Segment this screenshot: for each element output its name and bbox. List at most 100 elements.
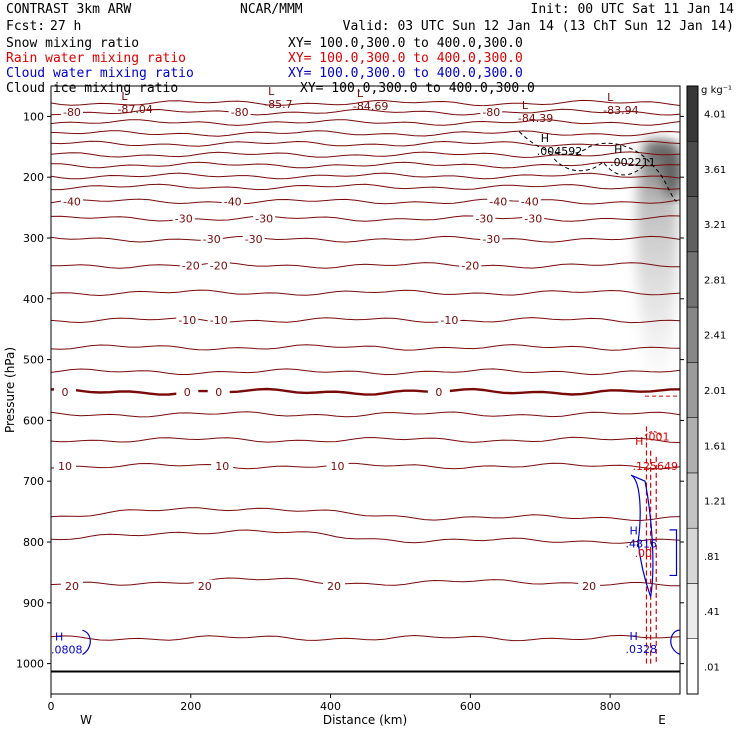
colorbar-frame	[686, 85, 699, 695]
temperature-contour	[51, 119, 680, 126]
temperature-contour	[51, 411, 680, 418]
contour-label-bg	[200, 233, 223, 246]
temperature-contour	[51, 130, 680, 137]
contour-label: -40	[63, 196, 81, 209]
y-tick-label: 900	[23, 597, 44, 610]
contour-label-bg	[326, 460, 349, 472]
temperature-contour	[51, 529, 680, 544]
contour-label: 20	[582, 580, 596, 593]
contour-label: -20	[210, 259, 228, 272]
contour-label-bg	[242, 233, 265, 246]
x-tick-label: 0	[48, 700, 55, 713]
cloud-ice-high-value: .002211	[610, 156, 656, 169]
x-tick-label: 400	[320, 700, 341, 713]
contour-label-bg	[176, 385, 199, 398]
colorbar-label: 1.61	[704, 441, 726, 452]
plot-frame	[50, 85, 681, 695]
cloud-water-label-value: .4816	[625, 538, 657, 551]
colorbar-swatch	[686, 583, 699, 639]
contour-label-bg	[53, 460, 76, 472]
contour-label: 0	[435, 386, 442, 399]
field-name-rain: Rain water mixing ratio	[6, 51, 186, 66]
contour-label: -10	[210, 314, 228, 327]
colorbar-label: .81	[704, 552, 720, 563]
temperature-low-symbol: L	[121, 90, 128, 103]
colorbar-units: g kg⁻¹	[701, 85, 732, 96]
org-label: NCAR/MMM	[240, 2, 303, 17]
y-tick-label: 600	[23, 414, 44, 427]
colorbar-label: .41	[704, 607, 720, 618]
contour-label: -30	[255, 213, 273, 226]
contour-label-bg	[207, 385, 230, 398]
contour-label-bg	[207, 259, 230, 272]
cloud-water-label-value: .0328	[625, 643, 657, 656]
temperature-contour	[51, 161, 680, 169]
temperature-contour	[51, 183, 680, 191]
rain-label-value: .125649	[632, 460, 678, 473]
fcst-label: Fcst:	[6, 19, 45, 34]
temperature-contour	[51, 151, 680, 158]
contour-label: -10	[178, 314, 196, 327]
temperature-contour	[51, 289, 680, 297]
temperature-low-symbol: L	[607, 91, 614, 104]
colorbar-label: .01	[704, 662, 720, 673]
contour-label: -80	[231, 106, 249, 119]
contour-label-bg	[518, 195, 541, 208]
temperature-low-value: -84.69	[353, 100, 388, 113]
cloud-water-label-symbol: H	[629, 630, 637, 643]
contour-label: 20	[65, 580, 79, 593]
cloud-water-contour	[82, 629, 91, 655]
rain-label-value: .001	[645, 431, 670, 444]
temperature-contour	[51, 634, 680, 642]
field-xy-cloud-water: XY= 100.0,300.0 to 400.0,300.0	[288, 66, 523, 81]
colorbar-swatch	[686, 472, 699, 529]
cloud-water-contour	[670, 629, 680, 656]
temperature-contour	[51, 368, 680, 376]
init-time: Init: 00 UTC Sat 11 Jan 14	[531, 2, 735, 17]
contour-label: -30	[524, 213, 542, 226]
temperature-contour	[51, 198, 680, 205]
contour-label: -40	[521, 196, 539, 209]
y-tick-label: 500	[23, 354, 44, 367]
temperature-low-symbol: L	[357, 87, 364, 100]
temperature-contour	[51, 215, 680, 222]
cloud-water-contour	[630, 474, 654, 597]
contour-label: 10	[215, 460, 229, 473]
contour-label-bg	[211, 460, 234, 472]
rain-label-symbol: H	[635, 435, 643, 448]
colorbar-label: 2.01	[704, 386, 726, 397]
y-tick-label: 800	[23, 536, 44, 549]
contour-label-bg	[480, 106, 503, 119]
contour-label-bg	[323, 579, 346, 592]
colorbar-label: 3.61	[704, 165, 726, 176]
cloud-water-label-symbol: H	[55, 631, 63, 644]
colorbar-label: 2.81	[704, 275, 726, 286]
contour-label: -10	[440, 314, 458, 327]
colorbar-swatch	[686, 196, 699, 253]
temperature-low-value: -84.39	[518, 112, 553, 125]
colorbar: .01 .41 .81 1.21 1.61 2.01 2.41 2.81 3.21 3.61 4.0…	[686, 85, 726, 695]
contour-label-bg	[193, 579, 216, 592]
cloud-ice-contour	[518, 131, 677, 202]
temperature-contour	[51, 577, 680, 587]
temperature-low-symbol: L	[522, 99, 529, 112]
cloud-water-contour	[669, 529, 678, 577]
temperature-contour	[51, 462, 680, 470]
colorbar-swatch	[686, 417, 699, 474]
contour-label: -30	[482, 233, 500, 246]
y-tick-label: 1000	[16, 658, 44, 671]
contour-label-bg	[522, 212, 545, 225]
y-tick-label: 700	[23, 475, 44, 488]
contour-label: -30	[203, 233, 221, 246]
field-xy-snow: XY= 100.0,300.0 to 400.0,300.0	[288, 36, 523, 51]
field-xy-cloud-ice: XY= 100.0,300.0 to 400.0,300.0	[300, 81, 535, 96]
fcst-value: 27 h	[50, 19, 81, 34]
colorbar-swatch	[686, 362, 699, 418]
colorbar-swatch	[686, 85, 699, 142]
contour-label-bg	[480, 233, 503, 246]
cloud-water-label-symbol: H	[629, 525, 637, 538]
temperature-low-symbol: L	[268, 85, 275, 98]
contour-label: -20	[182, 259, 200, 272]
contour-label-bg	[179, 259, 202, 272]
